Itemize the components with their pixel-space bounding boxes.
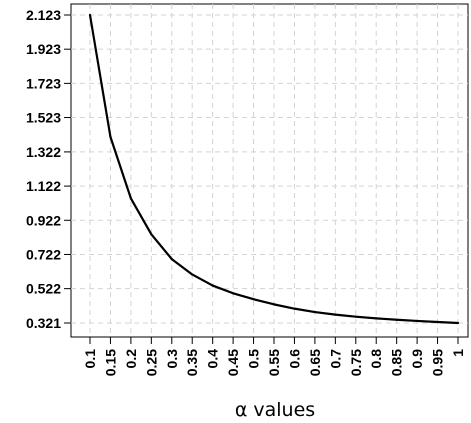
- x-tick-label: 1: [450, 349, 466, 357]
- x-tick-label: 0.65: [307, 349, 323, 376]
- x-tick-label: 0.1: [82, 349, 98, 369]
- data-point: [232, 292, 235, 295]
- data-point: [252, 298, 255, 301]
- data-point: [191, 273, 194, 276]
- y-tick-label: 2.123: [26, 7, 61, 23]
- data-point: [334, 313, 337, 316]
- data-point: [293, 307, 296, 310]
- x-tick-label: 0.7: [327, 349, 343, 369]
- x-tick-label: 0.25: [143, 349, 159, 376]
- y-tick-label: 1.723: [26, 75, 61, 91]
- data-point: [354, 315, 357, 318]
- x-tick-label: 0.4: [205, 349, 221, 369]
- x-axis-title: α values: [235, 399, 315, 421]
- plot-frame: [70, 3, 469, 338]
- data-point: [88, 13, 92, 17]
- data-point: [395, 318, 398, 321]
- y-axis: 0.321 0.522 0.722 0.922 1.122 1.322 1.523 1.723…: [26, 7, 71, 331]
- data-point: [109, 135, 112, 138]
- data-point: [436, 320, 439, 324]
- x-tick-label: 0.85: [389, 349, 405, 376]
- data-point: [313, 310, 316, 314]
- y-tick-label: 0.321: [26, 315, 61, 331]
- x-axis: 0.1 0.15 0.2 0.25 0.3 0.35 0.4 0.45 0.5 0.55 0.6 0.…: [82, 337, 466, 376]
- x-tick-label: 0.15: [102, 349, 118, 376]
- data-point: [129, 197, 132, 200]
- x-tick-label: 0.2: [123, 349, 139, 369]
- x-tick-label: 0.75: [348, 349, 364, 376]
- data-point: [272, 303, 276, 306]
- x-tick-label: 0.5: [246, 349, 262, 369]
- data-point: [416, 319, 419, 323]
- grid: [71, 4, 468, 337]
- x-tick-label: 0.3: [164, 349, 180, 369]
- y-tick-label: 0.722: [26, 246, 61, 262]
- data-point: [150, 233, 153, 236]
- x-tick-label: 0.6: [286, 349, 302, 369]
- data-point: [211, 284, 214, 287]
- x-tick-label: 0.8: [368, 349, 384, 369]
- y-tick-label: 1.923: [26, 41, 61, 57]
- data-point: [375, 317, 378, 320]
- y-tick-label: 0.922: [26, 212, 61, 228]
- y-tick-label: 0.522: [26, 281, 61, 297]
- data-point: [456, 321, 460, 325]
- x-tick-label: 0.45: [225, 349, 241, 376]
- y-tick-label: 1.322: [26, 144, 61, 160]
- x-tick-label: 0.9: [409, 349, 425, 369]
- x-tick-label: 0.35: [184, 349, 200, 376]
- y-tick-label: 1.523: [26, 110, 61, 126]
- x-tick-label: 0.55: [266, 349, 282, 376]
- series-points: [88, 13, 460, 325]
- data-point: [170, 257, 173, 261]
- y-tick-label: 1.122: [26, 178, 61, 194]
- x-tick-label: 0.95: [430, 349, 446, 376]
